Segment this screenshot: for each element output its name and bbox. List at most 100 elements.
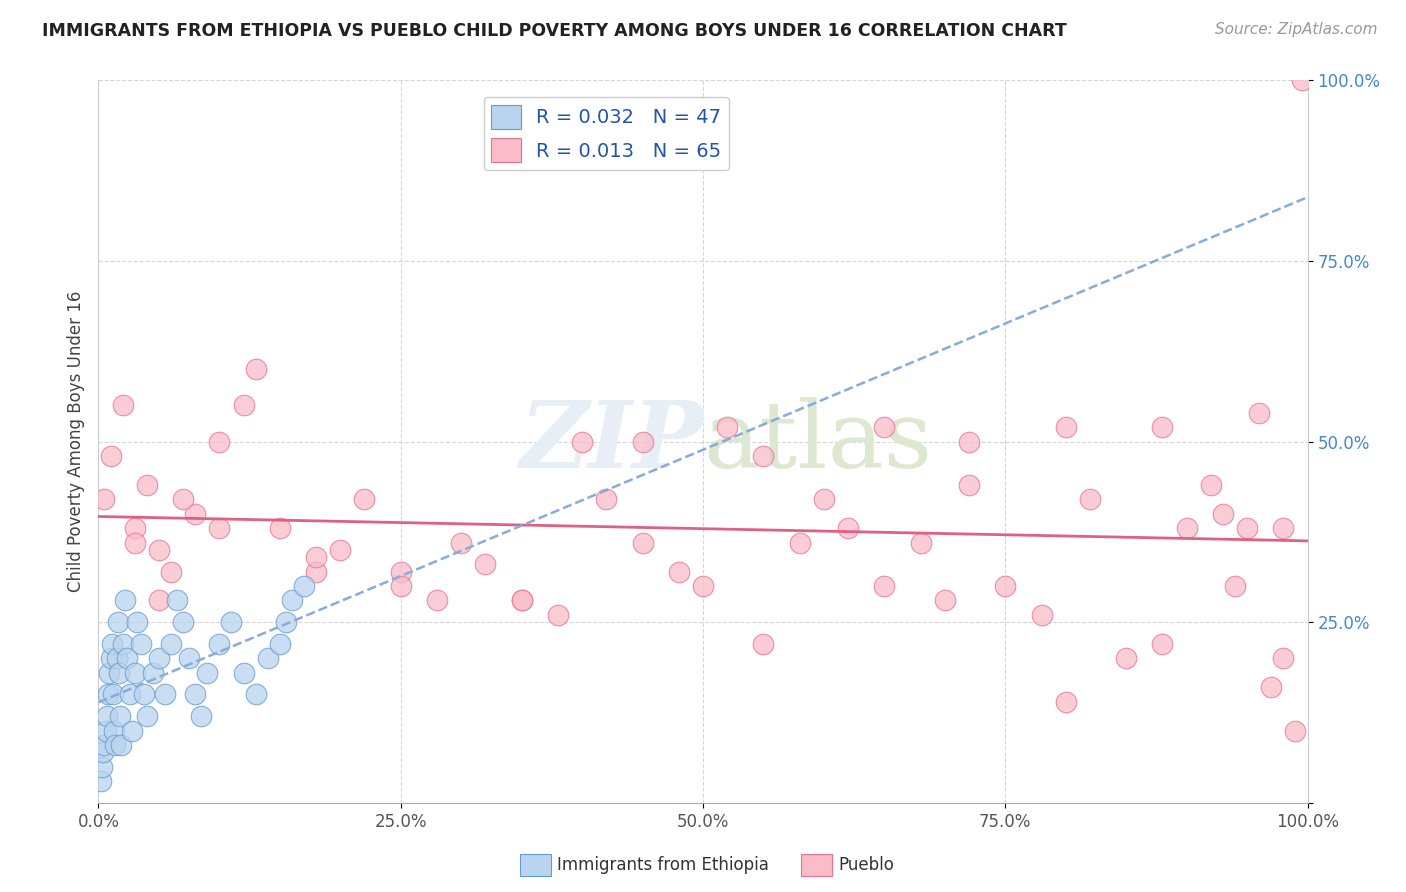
Point (1284, 723, 1306, 738)
Point (96, 709, 118, 723)
Point (245, 362, 267, 376)
Point (474, 558, 496, 572)
Point (221, 615, 243, 630)
Point (129, 637, 152, 651)
Point (305, 550, 328, 565)
Point (837, 521, 859, 535)
Point (184, 507, 207, 521)
Point (256, 651, 278, 665)
Point (172, 492, 194, 507)
Point (104, 738, 127, 752)
Point (281, 593, 304, 607)
Point (994, 579, 1017, 593)
Point (269, 521, 291, 535)
Point (91, 745, 114, 759)
Point (873, 579, 896, 593)
Point (595, 492, 617, 507)
Point (142, 665, 165, 680)
Point (108, 709, 131, 723)
Point (1236, 521, 1258, 535)
Point (245, 687, 267, 701)
Point (510, 593, 533, 607)
Point (631, 535, 654, 549)
Point (789, 535, 811, 549)
Point (1031, 607, 1053, 622)
Point (208, 521, 231, 535)
Point (1272, 521, 1295, 535)
Point (329, 542, 352, 557)
Point (118, 687, 141, 701)
Point (100, 637, 122, 651)
Point (1260, 680, 1282, 694)
Point (934, 593, 956, 607)
Point (127, 615, 149, 630)
Point (121, 723, 143, 738)
Point (148, 593, 170, 607)
Point (103, 723, 125, 738)
Point (1078, 492, 1101, 507)
Point (91, 760, 114, 774)
Point (107, 615, 129, 630)
Point (1212, 507, 1234, 521)
Point (426, 593, 449, 607)
Point (108, 665, 131, 680)
Point (100, 449, 122, 463)
Point (305, 565, 328, 579)
Point (101, 687, 124, 701)
Point (160, 565, 183, 579)
Point (232, 398, 254, 412)
Point (668, 565, 690, 579)
Point (110, 738, 132, 752)
Point (752, 449, 775, 463)
Point (957, 478, 980, 492)
Text: Pueblo: Pueblo (838, 856, 894, 874)
Point (1152, 637, 1174, 651)
Text: Immigrants from Ethiopia: Immigrants from Ethiopia (557, 856, 769, 874)
Point (124, 521, 146, 535)
Point (910, 535, 932, 549)
Point (124, 535, 146, 549)
Point (813, 492, 835, 507)
Text: ZIP: ZIP (519, 397, 703, 486)
Point (1152, 420, 1174, 434)
Legend: R = 0.032   N = 47, R = 0.013   N = 65: R = 0.032 N = 47, R = 0.013 N = 65 (484, 97, 728, 170)
Point (1054, 420, 1077, 434)
Point (389, 579, 412, 593)
Point (100, 651, 122, 665)
Point (274, 615, 297, 630)
Point (716, 420, 738, 434)
Point (153, 687, 176, 701)
Point (117, 651, 139, 665)
Point (93, 738, 115, 752)
Point (148, 542, 170, 557)
Point (135, 478, 157, 492)
Point (1199, 478, 1222, 492)
Point (450, 535, 472, 549)
Point (166, 593, 188, 607)
Point (1249, 406, 1271, 420)
Point (98, 665, 121, 680)
Point (135, 709, 157, 723)
Point (752, 637, 775, 651)
Y-axis label: Child Poverty Among Boys Under 16: Child Poverty Among Boys Under 16 (66, 291, 84, 592)
Point (160, 637, 183, 651)
Point (1054, 695, 1077, 709)
Point (208, 434, 231, 449)
Point (148, 651, 170, 665)
Point (172, 615, 194, 630)
Point (631, 434, 654, 449)
Point (111, 398, 134, 412)
Point (184, 687, 207, 701)
Point (873, 420, 896, 434)
Point (195, 665, 218, 680)
Point (111, 637, 134, 651)
Point (510, 593, 533, 607)
Point (1291, 73, 1313, 87)
Point (105, 651, 128, 665)
Point (232, 665, 254, 680)
Point (547, 607, 569, 622)
Text: Source: ZipAtlas.com: Source: ZipAtlas.com (1215, 22, 1378, 37)
Point (389, 565, 412, 579)
Text: atlas: atlas (703, 397, 932, 486)
Point (90, 774, 112, 789)
